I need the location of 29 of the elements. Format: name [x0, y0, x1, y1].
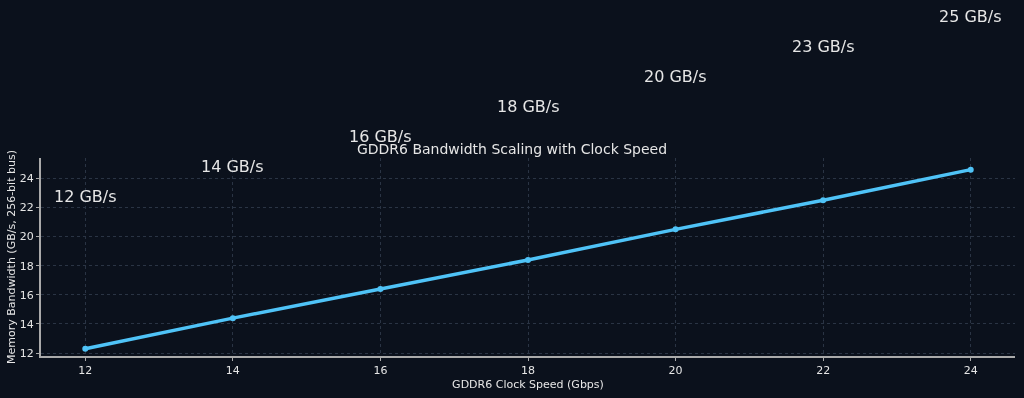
point — [672, 226, 679, 233]
y-tick-label: 12 — [19, 346, 34, 360]
y-tick-label: 18 — [19, 259, 34, 273]
y-tick-label: 14 — [19, 317, 34, 331]
x-tick-label: 14 — [225, 364, 240, 378]
y-tick-label: 20 — [19, 230, 34, 244]
point — [82, 345, 89, 352]
point — [525, 256, 531, 263]
annotation: 14 GB/s — [201, 157, 264, 176]
x-axis-title: GDDR6 Clock Speed (Gbps) — [452, 377, 604, 391]
y-tick-label: 22 — [19, 201, 34, 215]
text: 23 GB/s — [792, 37, 855, 56]
x-tick-label: 18 — [521, 364, 535, 378]
point — [967, 166, 974, 173]
x-tick-label: 12 — [78, 364, 93, 378]
x-tick-label: 20 — [668, 364, 683, 378]
text: 25 GB/s — [939, 7, 1002, 26]
x-tick-label: 22 — [816, 364, 831, 378]
y-axis-title: Memory Bandwidth (GB/s, 256-bit bus) — [4, 150, 18, 364]
x-tick-label: 16 — [373, 364, 388, 378]
text: 18 GB/s — [497, 97, 560, 116]
y-tick-label: 24 — [19, 172, 34, 186]
annotation: 12 GB/s — [54, 187, 117, 206]
point — [229, 315, 236, 322]
point — [377, 286, 384, 293]
point — [820, 197, 827, 204]
y-tick-label: 16 — [19, 288, 34, 302]
text: 20 GB/s — [644, 67, 707, 86]
x-tick-label: 24 — [963, 364, 978, 378]
